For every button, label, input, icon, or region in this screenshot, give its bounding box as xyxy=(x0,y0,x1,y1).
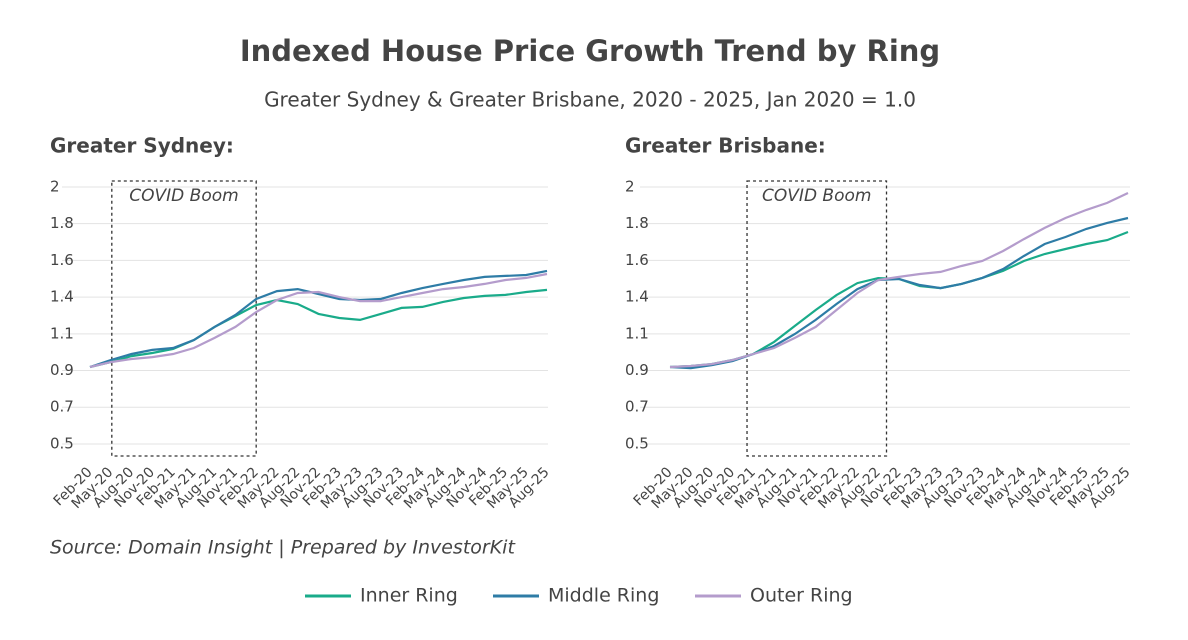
y-tick-label: 1.1 xyxy=(625,324,649,342)
series-line xyxy=(89,269,548,369)
annotation-box xyxy=(111,180,257,457)
y-tick-label: 2 xyxy=(50,177,60,195)
y-tick-label: 0.9 xyxy=(50,361,74,379)
y-tick-label: 0.5 xyxy=(625,434,649,452)
y-tick-label: 0.7 xyxy=(50,398,74,416)
y-tick-label: 1.4 xyxy=(625,288,649,306)
legend-label: Outer Ring xyxy=(750,585,853,607)
legend-label: Inner Ring xyxy=(360,585,458,607)
y-tick-label: 1.8 xyxy=(50,214,74,232)
annotation-label: COVID Boom xyxy=(129,186,238,206)
y-tick-label: 1.6 xyxy=(625,251,649,269)
y-tick-label: 0.9 xyxy=(625,361,649,379)
annotation-box xyxy=(746,180,888,457)
series-line xyxy=(669,230,1129,369)
chart-title: Indexed House Price Growth Trend by Ring xyxy=(240,34,940,68)
source-note: Source: Domain Insight | Prepared by Inv… xyxy=(50,537,516,559)
y-tick-label: 2 xyxy=(625,177,635,195)
panel-title: Greater Sydney: xyxy=(50,134,234,158)
y-tick-label: 1.8 xyxy=(625,214,649,232)
y-tick-label: 0.5 xyxy=(50,434,74,452)
y-tick-label: 1.4 xyxy=(50,288,74,306)
chart-subtitle: Greater Sydney & Greater Brisbane, 2020 … xyxy=(264,88,916,112)
series-line xyxy=(669,216,1129,370)
annotation-label: COVID Boom xyxy=(762,186,871,206)
series-line xyxy=(89,288,548,369)
series-line xyxy=(669,192,1129,369)
y-tick-label: 1.6 xyxy=(50,251,74,269)
y-tick-label: 1.1 xyxy=(50,324,74,342)
legend-label: Middle Ring xyxy=(548,585,659,607)
y-tick-label: 0.7 xyxy=(625,398,649,416)
series-line xyxy=(89,272,548,369)
panel-title: Greater Brisbane: xyxy=(625,134,826,158)
